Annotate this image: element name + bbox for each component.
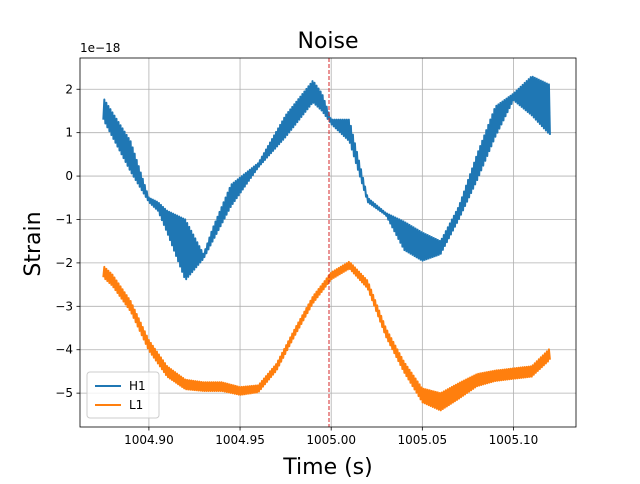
legend-box <box>86 371 160 419</box>
series-lines <box>102 75 551 412</box>
y-tick-label: −5 <box>55 386 73 400</box>
x-tick-label: 1004.95 <box>215 433 265 447</box>
x-tick-label: 1005.05 <box>398 433 448 447</box>
x-tick-label: 1005.00 <box>306 433 356 447</box>
legend-label-h1: H1 <box>129 379 146 393</box>
chart-title: Noise <box>297 29 358 54</box>
legend-label-l1: L1 <box>129 398 143 412</box>
y-tick-label: −4 <box>55 343 73 357</box>
x-tick-label: 1005.10 <box>489 433 539 447</box>
y-tick-label: 0 <box>65 169 73 183</box>
series-line-l1 <box>102 260 551 412</box>
x-axis-label: Time (s) <box>282 455 372 480</box>
y-tick-label: −3 <box>55 299 73 313</box>
y-tick-label: −1 <box>55 212 73 226</box>
y-tick-label: 1 <box>65 126 73 140</box>
y-tick-label: −2 <box>55 256 73 270</box>
series-line-h1 <box>102 75 551 281</box>
y-axis-label: Strain <box>21 211 46 276</box>
y-tick-label: 2 <box>65 82 73 96</box>
axis-ticks: 1004.90 1004.95 1005.00 1005.05 1005.10 −5 −4 −… <box>55 82 538 447</box>
axes-frame <box>79 57 577 428</box>
y-axis-scale-label: 1e−18 <box>80 41 120 55</box>
x-tick-label: 1004.90 <box>124 433 174 447</box>
